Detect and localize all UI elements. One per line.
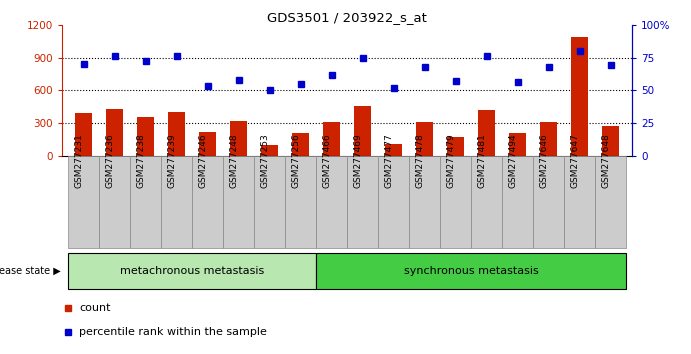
Bar: [254, 156, 285, 248]
Bar: [385, 144, 402, 156]
Text: GSM277494: GSM277494: [509, 133, 518, 188]
Text: GSM277647: GSM277647: [571, 133, 580, 188]
Bar: [440, 156, 471, 248]
Bar: [447, 137, 464, 156]
Bar: [347, 156, 378, 248]
Bar: [68, 253, 316, 289]
Text: GSM277469: GSM277469: [354, 133, 363, 188]
Text: GSM277231: GSM277231: [75, 133, 84, 188]
Bar: [595, 156, 626, 248]
Bar: [571, 37, 588, 156]
Title: GDS3501 / 203922_s_at: GDS3501 / 203922_s_at: [267, 11, 427, 24]
Text: GSM277479: GSM277479: [446, 133, 455, 188]
Text: GSM277246: GSM277246: [199, 133, 208, 188]
Bar: [169, 112, 185, 156]
Bar: [199, 132, 216, 156]
Bar: [471, 156, 502, 248]
Text: GSM277256: GSM277256: [292, 133, 301, 188]
Bar: [100, 156, 131, 248]
Bar: [261, 145, 278, 156]
Bar: [68, 156, 100, 248]
Bar: [223, 156, 254, 248]
Bar: [106, 109, 124, 156]
Bar: [409, 156, 440, 248]
Text: metachronous metastasis: metachronous metastasis: [120, 266, 265, 276]
Text: GSM277477: GSM277477: [385, 133, 394, 188]
Text: GSM277253: GSM277253: [261, 133, 269, 188]
Text: GSM277248: GSM277248: [230, 133, 239, 188]
Text: GSM277238: GSM277238: [137, 133, 146, 188]
Bar: [316, 253, 626, 289]
Bar: [602, 126, 619, 156]
Bar: [502, 156, 533, 248]
Bar: [540, 122, 557, 156]
Text: count: count: [79, 303, 111, 313]
Text: GSM277239: GSM277239: [168, 133, 177, 188]
Text: percentile rank within the sample: percentile rank within the sample: [79, 327, 267, 337]
Text: GSM277478: GSM277478: [416, 133, 425, 188]
Text: disease state ▶: disease state ▶: [0, 266, 61, 276]
Bar: [354, 105, 371, 156]
Bar: [285, 156, 316, 248]
Bar: [192, 156, 223, 248]
Bar: [478, 110, 495, 156]
Bar: [131, 156, 161, 248]
Bar: [316, 156, 348, 248]
Bar: [509, 133, 526, 156]
Bar: [292, 133, 310, 156]
Text: GSM277466: GSM277466: [323, 133, 332, 188]
Bar: [378, 156, 409, 248]
Text: synchronous metastasis: synchronous metastasis: [404, 266, 538, 276]
Bar: [161, 156, 192, 248]
Bar: [533, 156, 564, 248]
Text: GSM277236: GSM277236: [106, 133, 115, 188]
Bar: [75, 113, 93, 156]
Bar: [323, 122, 340, 156]
Bar: [138, 117, 154, 156]
Bar: [416, 122, 433, 156]
Bar: [564, 156, 595, 248]
Bar: [230, 121, 247, 156]
Text: GSM277481: GSM277481: [477, 133, 486, 188]
Text: GSM277648: GSM277648: [602, 133, 611, 188]
Text: GSM277646: GSM277646: [540, 133, 549, 188]
